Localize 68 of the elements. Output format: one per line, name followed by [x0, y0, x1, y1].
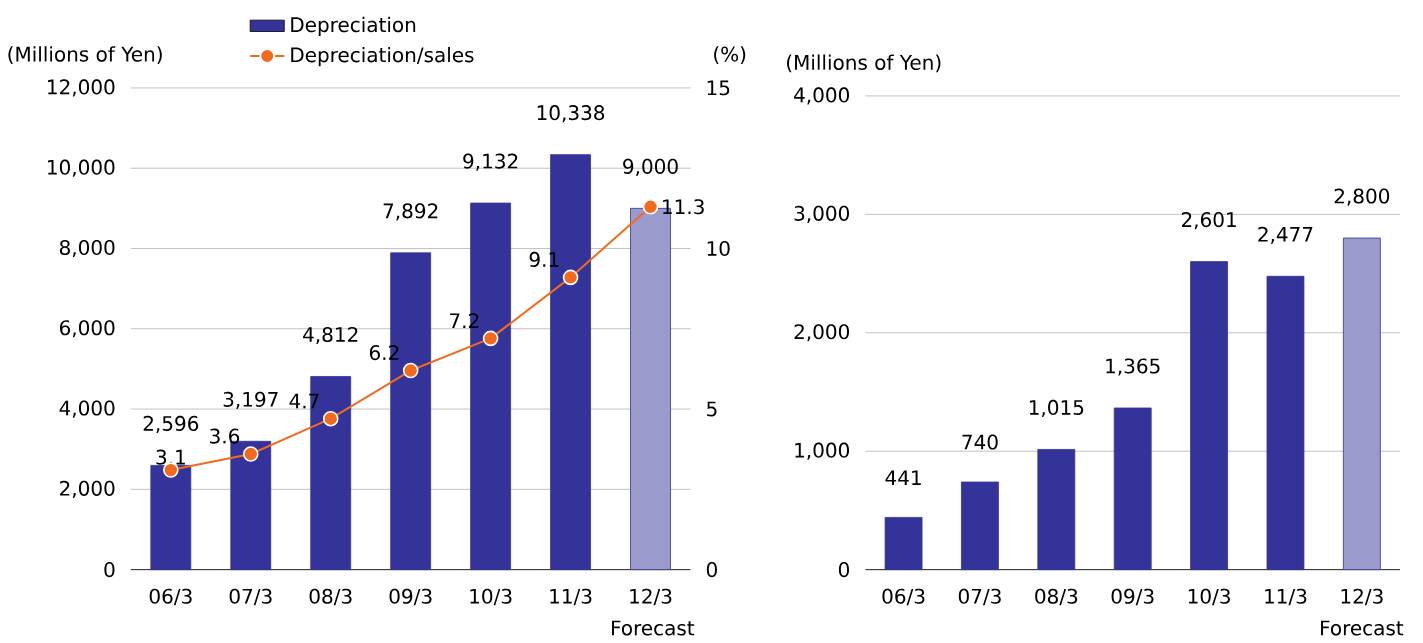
data-label: 9,000	[623, 159, 678, 177]
x-tick-label: 08/3	[309, 588, 352, 606]
data-label: 10,338	[537, 105, 605, 123]
data-label: 3,197	[223, 391, 278, 410]
bar	[884, 517, 923, 571]
bar	[1113, 407, 1152, 571]
data-label: 740	[962, 434, 998, 450]
data-label: 11.3	[663, 199, 704, 215]
x-tick-label: 12/3	[630, 588, 672, 606]
y2-tick-label: 0	[706, 562, 717, 578]
x-tick-label: 06/3	[149, 588, 192, 606]
data-label: 2,477	[1258, 226, 1313, 245]
data-label: 3.1	[156, 449, 185, 465]
legend-label: Depreciation	[291, 16, 416, 37]
y2-tick-label: 10	[707, 241, 730, 257]
y2-axis-title: (%)	[714, 46, 746, 65]
text: Forecast	[612, 620, 695, 636]
bar	[1342, 237, 1381, 571]
point	[402, 362, 419, 379]
data-label: 2,800	[1334, 188, 1390, 206]
data-label: 1,365	[1106, 358, 1160, 376]
y-tick-label: 10,000	[48, 159, 115, 177]
bar	[1037, 449, 1076, 571]
point	[482, 330, 499, 347]
y-axis-title: (Millions of Yen)	[787, 54, 941, 73]
y-tick-label: 2,000	[794, 324, 849, 342]
point	[322, 411, 339, 427]
x-tick-label: 12/3	[1341, 588, 1383, 606]
x-tick-label: 09/3	[389, 588, 432, 606]
data-label: 4,812	[303, 327, 358, 345]
x-tick-label: 08/3	[1035, 588, 1078, 606]
bar	[961, 481, 999, 571]
text: Forecast	[1321, 620, 1404, 636]
x-tick-label: 11/3	[550, 588, 592, 606]
bar	[1266, 276, 1305, 571]
y-axis-title: (Millions of Yen)	[8, 46, 162, 65]
data-label: 1,015	[1029, 400, 1084, 418]
legend-label: Depreciation/sales	[291, 47, 474, 67]
y-tick-label: 0	[104, 562, 115, 578]
y-tick-label: 6,000	[59, 320, 115, 338]
bar	[150, 465, 192, 571]
y2-tick-label: 5	[707, 401, 717, 417]
data-label: 7,892	[383, 203, 438, 221]
x-tick-label: 07/3	[229, 588, 272, 606]
x-tick-label: 11/3	[1265, 588, 1307, 606]
y-tick-label: 8,000	[59, 240, 115, 258]
data-label: 3.6	[210, 428, 240, 444]
point	[242, 446, 259, 463]
y-tick-label: 1,000	[795, 442, 849, 460]
x-tick-label: 10/3	[1188, 588, 1230, 606]
point	[642, 199, 659, 215]
x-tick-label: 09/3	[1111, 588, 1154, 606]
data-label: 441	[885, 470, 921, 486]
y-tick-label: 12,000	[48, 79, 115, 97]
y-tick-label: 0	[838, 562, 850, 578]
y-tick-label: 3,000	[794, 205, 849, 224]
data-label: 2,601	[1181, 212, 1236, 230]
x-tick-label: 07/3	[958, 588, 1001, 606]
x-tick-label: 06/3	[882, 588, 925, 606]
y2-tick-label: 15	[707, 80, 730, 96]
bar	[1190, 261, 1228, 571]
data-label: 2,596	[143, 416, 199, 434]
point	[562, 269, 579, 286]
data-label: 9,132	[463, 153, 518, 171]
x-tick-label: 10/3	[470, 588, 512, 606]
y-tick-label: 2,000	[60, 480, 115, 499]
y-tick-label: 4,000	[794, 87, 849, 105]
y-tick-label: 4,000	[59, 400, 115, 418]
